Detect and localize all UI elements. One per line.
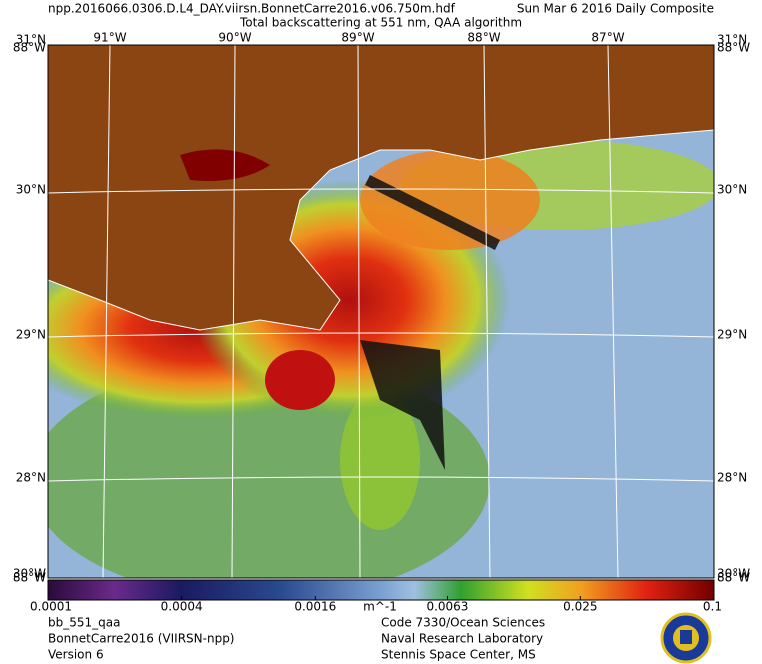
map-frame (47, 44, 715, 579)
colorbar-tick-label: 0.0001 (30, 600, 72, 614)
colorbar-tick-label: 0.0063 (426, 600, 468, 614)
plume-coastal (360, 150, 540, 250)
subtitle: Total backscattering at 551 nm, QAA algo… (239, 16, 522, 30)
colorbar-ticks: 0.0001 0.0004 0.0016 0.0063 0.025 0.1 (30, 596, 722, 614)
lat-label: 29°N (717, 328, 747, 342)
corner-label: 30°W (717, 567, 750, 581)
corner-label: 30°W (13, 567, 46, 581)
cloud-mask (360, 340, 445, 470)
lon-label: 88°W (467, 31, 500, 45)
footer-left: BonnetCarre2016 (VIIRSN-npp) (48, 632, 235, 646)
colorbar-tick-label: 0.0016 (294, 600, 336, 614)
grid-line (607, 45, 619, 578)
footer-left: bb_551_qaa (48, 616, 120, 630)
footer: bb_551_qaa BonnetCarre2016 (VIIRSN-npp) Ve… (48, 616, 545, 662)
grid-line (48, 188, 714, 194)
corner-label: 31°N (717, 33, 747, 47)
grid-line (102, 45, 111, 578)
plume-core (265, 350, 335, 410)
footer-center: Code 7330/Ocean Sciences (381, 616, 545, 630)
colorbar-tick-label: 0.1 (703, 600, 722, 614)
colorbar (47, 579, 715, 601)
lat-label: 30°N (16, 183, 46, 197)
corner-label: 31°N (16, 33, 46, 47)
corner-label: 88°W (13, 41, 46, 55)
logo (660, 612, 712, 664)
lat-label: 30°N (717, 183, 747, 197)
grid-line (48, 476, 714, 482)
corner-label: 88°W (717, 571, 750, 585)
lon-label: 91°W (93, 31, 126, 45)
grid-line (231, 45, 236, 578)
coastline (48, 129, 714, 331)
grid-line (357, 45, 361, 578)
corner-label: 88°W (717, 41, 750, 55)
land (48, 45, 714, 330)
lat-label: 28°N (717, 471, 747, 485)
graticule (48, 45, 714, 578)
lake (180, 149, 270, 181)
lon-label: 89°W (341, 31, 374, 45)
colorbar-tick-label: 0.0004 (161, 600, 203, 614)
date: Sun Mar 6 2016 Daily Composite (517, 2, 714, 16)
grid-line (48, 332, 714, 338)
grid-line (483, 45, 491, 578)
colorbar-unit: m^-1 (363, 600, 397, 614)
map-labels: 91°W 90°W 89°W 88°W 87°W 30°N 30°N 29°N 29°N 28°N… (13, 31, 750, 585)
lat-label: 28°N (16, 471, 46, 485)
map (48, 45, 714, 578)
colorbar-tick-label: 0.025 (563, 600, 597, 614)
cloud-mask (365, 175, 500, 250)
lon-label: 87°W (591, 31, 624, 45)
footer-left: Version 6 (48, 648, 104, 662)
footer-center: Stennis Space Center, MS (381, 648, 536, 662)
lon-label: 90°W (218, 31, 251, 45)
corner-label: 88°W (13, 571, 46, 585)
lat-label: 29°N (16, 328, 46, 342)
footer-center: Naval Research Laboratory (381, 632, 543, 646)
filename: npp.2016066.0306.D.L4_DAY.viirsn.BonnetC… (48, 2, 456, 16)
